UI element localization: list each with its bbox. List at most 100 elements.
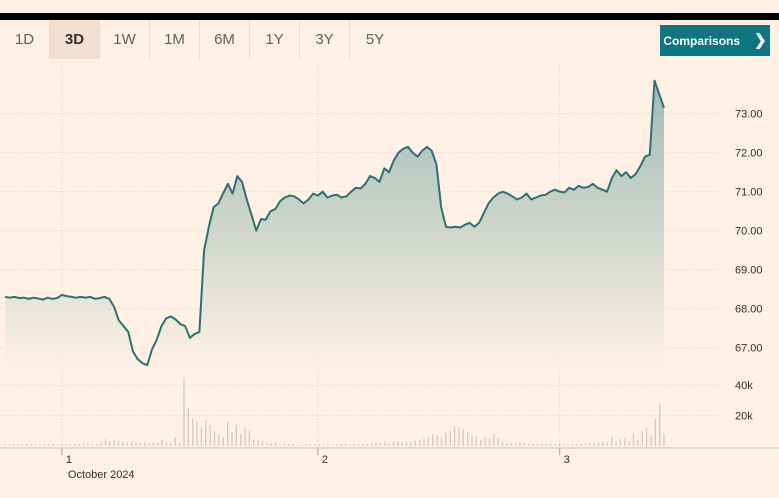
volume-bar — [619, 439, 622, 446]
period-tab-5y[interactable]: 5Y — [365, 31, 385, 48]
volume-bar — [480, 439, 482, 446]
volume-bar — [209, 424, 211, 446]
volume-bar — [244, 427, 246, 446]
volume-bar — [528, 443, 530, 446]
volume-bar — [26, 444, 28, 446]
volume-bar — [165, 442, 168, 446]
volume-bar — [515, 443, 517, 446]
volume-bar — [30, 444, 32, 446]
volume-bar — [475, 436, 478, 446]
volume-bar — [453, 426, 456, 446]
x-tick-label: 1 — [66, 454, 72, 466]
volume-bar — [218, 433, 220, 446]
volume-bar — [663, 433, 665, 446]
volume-bar — [392, 441, 395, 446]
price-series — [4, 79, 665, 369]
volume-bar — [362, 444, 364, 446]
volume-bar — [606, 442, 608, 446]
volume-bar — [104, 439, 107, 446]
volume-bar — [126, 442, 128, 446]
volume-bar — [205, 420, 207, 446]
comparisons-button[interactable]: Comparisons ❯ — [660, 25, 770, 56]
volume-bar — [462, 429, 464, 446]
volume-bar — [501, 441, 504, 446]
volume-bar — [144, 442, 146, 446]
volume-bar — [410, 441, 412, 446]
volume-bar — [17, 444, 19, 446]
volume-bar — [558, 443, 560, 446]
volume-bar — [148, 442, 150, 446]
volume-bar — [222, 436, 224, 446]
volume-bar — [567, 444, 569, 446]
volume-bar — [632, 433, 635, 446]
volume-bar — [231, 432, 233, 446]
period-tab-1d[interactable]: 1D — [0, 20, 50, 59]
volume-bar — [349, 444, 351, 446]
volume-bar — [549, 443, 552, 446]
volume-tick-label: 40k — [735, 380, 753, 392]
header-rule — [0, 13, 779, 20]
period-tab-1w[interactable]: 1W — [100, 20, 150, 59]
volume-bar — [43, 444, 45, 446]
volume-bar — [432, 433, 434, 446]
volume-bar — [545, 444, 547, 446]
volume-bars — [4, 377, 665, 446]
period-tab-3d[interactable]: 3D — [50, 20, 100, 59]
volume-bar — [580, 444, 582, 446]
volume-bar — [196, 421, 198, 446]
x-tick-label: 3 — [564, 454, 570, 466]
axis-labels: 67.00 68.00 69.00 70.00 71.00 72.00 73.00 20k 40… — [0, 109, 779, 481]
volume-bar — [288, 444, 290, 446]
volume-bar — [174, 437, 176, 446]
volume-bar — [436, 435, 438, 446]
period-tab-1y[interactable]: 1Y — [250, 20, 300, 59]
volume-bar — [39, 444, 41, 446]
period-tab-6m[interactable]: 6M — [200, 20, 250, 59]
price-tick-label: 67.00 — [735, 343, 763, 355]
volume-bar — [235, 424, 238, 446]
volume-bar — [91, 444, 93, 446]
period-tabs: 1D 3D 1W 1M 6M 1Y 3Y 5Y — [0, 20, 400, 59]
volume-bar — [331, 444, 334, 446]
volume-bar — [270, 443, 272, 446]
volume-bar — [523, 442, 526, 446]
price-tick-label: 70.00 — [735, 226, 763, 238]
x-axis-month-label: October 2024 — [68, 469, 135, 481]
volume-bar — [628, 441, 630, 446]
volume-bar — [584, 443, 587, 446]
volume-bar — [187, 408, 189, 446]
volume-bar — [117, 440, 120, 446]
volume-bar — [4, 444, 6, 446]
volume-bar — [593, 443, 595, 446]
volume-bar — [69, 444, 72, 446]
volume-bar — [253, 439, 255, 446]
volume-bar — [458, 427, 460, 446]
price-line — [4, 79, 665, 367]
volume-bar — [471, 435, 473, 446]
volume-bar — [419, 439, 421, 446]
volume-bar — [248, 430, 251, 446]
period-tab-1m[interactable]: 1M — [150, 20, 200, 59]
volume-bar — [52, 444, 54, 446]
volume-bar — [296, 444, 299, 446]
volume-bar — [659, 403, 661, 446]
price-tick-label: 69.00 — [735, 265, 763, 277]
volume-bar — [13, 444, 15, 446]
volume-bar — [506, 442, 508, 446]
volume-bar — [192, 418, 194, 446]
volume-tick-label: 20k — [735, 411, 753, 423]
volume-bar — [213, 430, 216, 446]
volume-bar — [375, 442, 377, 446]
chart-toolbar: 1D 3D 1W 1M 6M 1Y 3Y 5Y Comparisons ❯ — [0, 20, 779, 59]
volume-bar — [405, 441, 408, 446]
volume-bar — [314, 444, 316, 446]
period-tab-3y[interactable]: 3Y — [300, 20, 350, 59]
price-tick-label: 73.00 — [735, 109, 763, 121]
volume-bar — [283, 443, 286, 446]
volume-bar — [384, 441, 386, 446]
price-tick-label: 72.00 — [735, 148, 763, 160]
volume-bar — [96, 443, 98, 446]
volume-bar — [637, 439, 639, 446]
volume-bar — [353, 444, 355, 446]
